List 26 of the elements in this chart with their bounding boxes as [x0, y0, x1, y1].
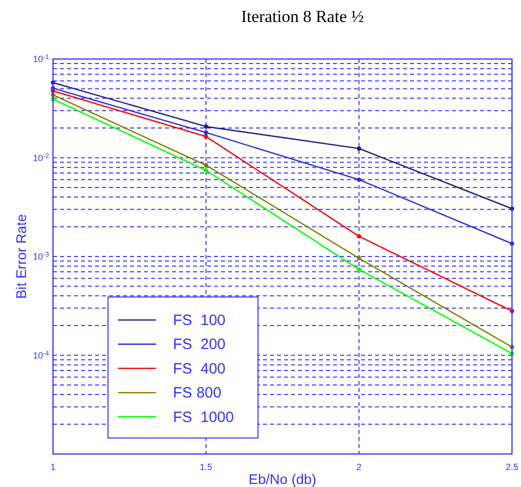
legend-label: FS 800: [173, 384, 222, 402]
y-tick-label: 10$^{-3}$: [32, 251, 50, 262]
point: [204, 124, 208, 129]
legend-label: FS 100: [173, 312, 226, 329]
point: [204, 134, 208, 139]
chart-title: Iteration 8 Rate ½: [241, 7, 364, 26]
x-tick-label: 2.5: [506, 462, 518, 472]
point: [356, 177, 362, 182]
y-tick-label: 10$^{-2}$: [32, 152, 50, 163]
point: [356, 146, 362, 151]
x-tick-label: 1: [50, 462, 56, 472]
point: [204, 130, 208, 135]
x-tick-label: 2: [356, 462, 362, 472]
x-tick-label: 1.5: [200, 462, 212, 472]
legend-label: FS 200: [173, 336, 226, 354]
point: [204, 163, 208, 168]
x-axis-title: Eb/No (db): [248, 471, 316, 487]
point: [356, 234, 362, 239]
legend-label: FS 400: [173, 360, 226, 378]
point: [356, 267, 362, 272]
y-axis-title: Bit Error Rate: [13, 214, 29, 299]
y-tick-label: 10$^{-1}$: [32, 54, 50, 64]
legend-label: FS 1000: [173, 408, 234, 426]
y-tick-label: 10$^{-4}$: [32, 350, 50, 360]
point: [356, 256, 362, 260]
point: [204, 168, 208, 173]
